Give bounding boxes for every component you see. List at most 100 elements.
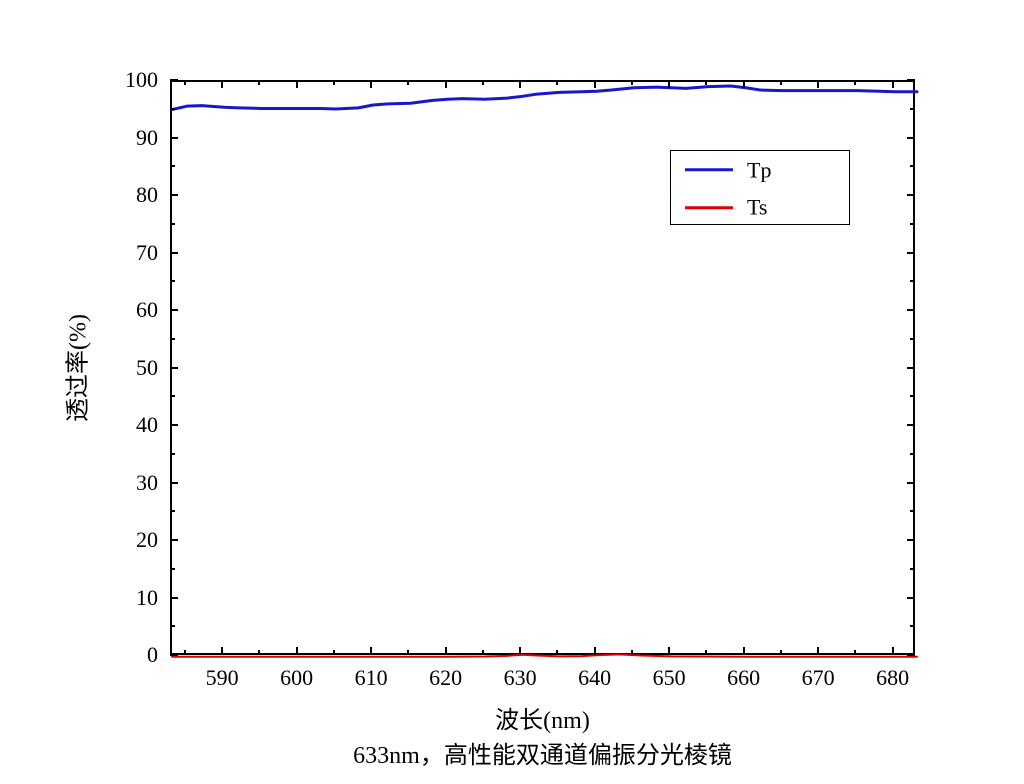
tick [743, 647, 745, 655]
tick-label: 30 [136, 470, 158, 496]
series-line-Tp [172, 86, 917, 110]
tick [907, 79, 915, 81]
tick [907, 252, 915, 254]
tick [910, 108, 915, 110]
legend: Tp Ts [670, 150, 850, 225]
tick [668, 647, 670, 655]
tick-label: 60 [136, 297, 158, 323]
tick-label: 640 [578, 665, 611, 691]
tick [482, 80, 484, 85]
tick [184, 650, 186, 655]
tick [594, 80, 596, 88]
tick-label: 50 [136, 355, 158, 381]
tick [370, 647, 372, 655]
tick-label: 20 [136, 527, 158, 553]
tick [519, 647, 521, 655]
legend-label: Ts [747, 194, 767, 220]
tick [296, 647, 298, 655]
tick-label: 670 [802, 665, 835, 691]
tick [668, 80, 670, 88]
tick [170, 194, 178, 196]
tick [910, 395, 915, 397]
tick [907, 367, 915, 369]
tick [907, 539, 915, 541]
tick [296, 80, 298, 88]
tick [170, 309, 178, 311]
tick [333, 80, 335, 85]
tick [170, 568, 175, 570]
tick [892, 647, 894, 655]
legend-item-Ts: Ts [685, 189, 767, 227]
tick [907, 309, 915, 311]
tick [743, 80, 745, 88]
tick [910, 625, 915, 627]
tick [170, 165, 175, 167]
tick [170, 223, 175, 225]
tick [482, 650, 484, 655]
tick [910, 510, 915, 512]
tick [631, 80, 633, 85]
tick [445, 647, 447, 655]
tick [556, 650, 558, 655]
chart-container: 5906006106206306406506606706800102030405… [0, 0, 1024, 784]
tick [170, 395, 175, 397]
tick [892, 80, 894, 88]
tick [854, 80, 856, 85]
tick [170, 597, 178, 599]
tick [910, 223, 915, 225]
x-axis-label: 波长(nm) [495, 700, 590, 735]
tick [705, 80, 707, 85]
tick [907, 482, 915, 484]
tick [258, 650, 260, 655]
tick [907, 137, 915, 139]
series-line-Ts [172, 654, 917, 656]
tick [170, 79, 178, 81]
legend-swatch [685, 168, 733, 171]
tick [170, 625, 175, 627]
tick [333, 650, 335, 655]
tick [854, 650, 856, 655]
tick-label: 650 [653, 665, 686, 691]
tick-label: 620 [429, 665, 462, 691]
tick [910, 568, 915, 570]
tick [170, 367, 178, 369]
tick [910, 453, 915, 455]
tick-label: 660 [727, 665, 760, 691]
tick [910, 280, 915, 282]
tick [907, 194, 915, 196]
tick [170, 424, 178, 426]
legend-swatch [685, 206, 733, 209]
tick-label: 600 [280, 665, 313, 691]
tick-label: 590 [206, 665, 239, 691]
tick [221, 647, 223, 655]
tick-label: 630 [504, 665, 537, 691]
tick [556, 80, 558, 85]
tick [519, 80, 521, 88]
tick [780, 80, 782, 85]
legend-label: Tp [747, 157, 771, 183]
tick [407, 80, 409, 85]
tick [170, 252, 178, 254]
tick-label: 0 [147, 642, 158, 668]
chart-caption: 633nm，高性能双通道偏振分光棱镜 [353, 735, 732, 770]
tick-label: 610 [355, 665, 388, 691]
tick [817, 647, 819, 655]
tick [170, 654, 178, 656]
legend-item-Tp: Tp [685, 151, 771, 189]
tick [907, 654, 915, 656]
tick [907, 597, 915, 599]
y-axis-label: 透过率(%) [58, 314, 93, 422]
tick [407, 650, 409, 655]
tick [221, 80, 223, 88]
tick-label: 80 [136, 182, 158, 208]
tick-label: 10 [136, 585, 158, 611]
tick [705, 650, 707, 655]
tick [631, 650, 633, 655]
tick-label: 70 [136, 240, 158, 266]
tick [370, 80, 372, 88]
tick [780, 650, 782, 655]
tick-label: 90 [136, 125, 158, 151]
tick [258, 80, 260, 85]
tick [184, 80, 186, 85]
tick-label: 40 [136, 412, 158, 438]
